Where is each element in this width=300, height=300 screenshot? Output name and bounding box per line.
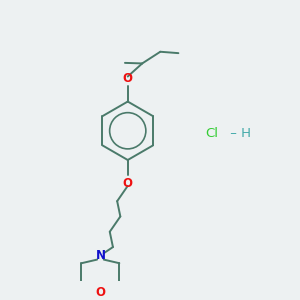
Text: – H: – H — [226, 127, 251, 140]
Text: O: O — [123, 177, 133, 190]
Text: O: O — [95, 286, 105, 299]
Text: N: N — [95, 249, 105, 262]
Text: O: O — [123, 72, 133, 85]
Text: Cl: Cl — [206, 127, 219, 140]
